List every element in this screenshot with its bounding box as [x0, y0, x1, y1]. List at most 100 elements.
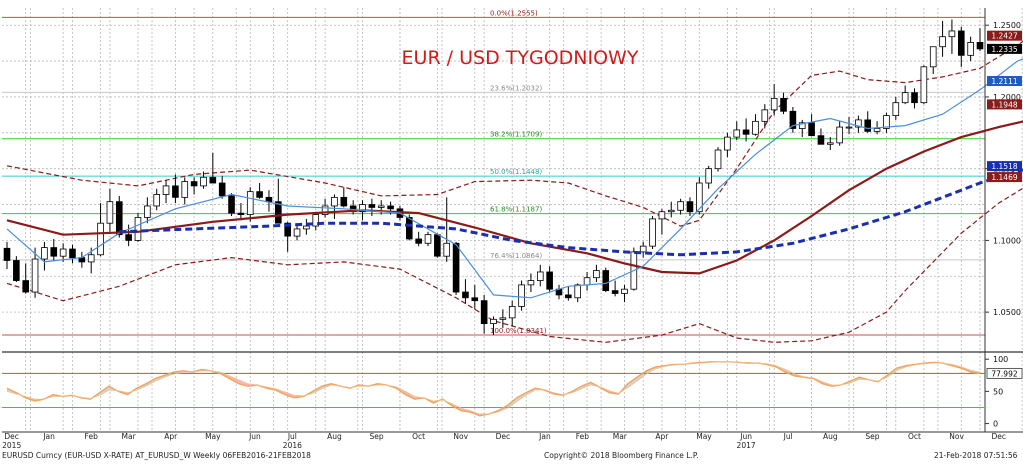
oscillator-panel: 0 50 100 77.992 — [2, 355, 1023, 429]
candle-body — [340, 196, 348, 207]
price-tags: 1.2427 1.2335 1.2111 1.1948 1.1518 1.1469 — [987, 30, 1022, 183]
candle-body — [855, 119, 862, 128]
candle-body — [275, 201, 282, 224]
price-tag-label: 1.1948 — [991, 100, 1017, 109]
osc-y-tick-label: 50 — [993, 387, 1003, 396]
candle-body — [611, 290, 619, 294]
fib-level-label: 100.0%(1.0341) — [490, 327, 547, 335]
candle-body — [639, 245, 647, 253]
candle-body — [864, 119, 872, 132]
month-tick-label: Feb — [85, 432, 99, 441]
candle-body — [808, 122, 815, 137]
candle-body — [22, 280, 30, 293]
candle-body — [144, 205, 151, 218]
y-tick-label: 1.1000 — [993, 236, 1021, 245]
candle-body — [237, 212, 245, 215]
candle-body — [836, 126, 843, 144]
fib-level-label: 0.0%(1.2555) — [490, 9, 538, 17]
month-tick-label: Dec — [991, 432, 1006, 441]
month-tick-label: Jan — [538, 432, 551, 441]
price-tag-label: 1.1469 — [991, 173, 1017, 182]
series-bollinger_upper — [6, 40, 1023, 227]
candle-body — [527, 280, 535, 286]
month-tick-label: Oct — [908, 432, 921, 441]
candle-body — [929, 46, 937, 68]
candle-body — [546, 271, 553, 290]
footer-left: EURUSD Curncy (EUR-USD X-RATE) AT_EURUSD… — [2, 451, 311, 460]
year-tick-label: 2015 — [2, 441, 21, 450]
fib-level-label: 76.4%(1.0864) — [490, 252, 542, 260]
candle-body — [359, 204, 366, 213]
price-tag — [987, 161, 1022, 172]
oscillator-fill-segment — [405, 391, 415, 400]
oscillator-value-label: 77.992 — [991, 369, 1017, 378]
candle-body — [798, 122, 806, 129]
candle-body — [228, 195, 235, 214]
fib-level-label: 23.6%(1.2032) — [490, 84, 542, 92]
month-tick-label: Sep — [369, 432, 383, 441]
month-tick-label: Nov — [453, 432, 468, 441]
oscillator-fill-segment — [646, 366, 656, 375]
candle-body — [312, 214, 320, 227]
candle-body — [948, 30, 956, 38]
moving-averages — [6, 58, 1023, 299]
candle-body — [490, 318, 497, 325]
candle-body — [714, 149, 722, 170]
candle-body — [817, 135, 825, 145]
price-tag-label: 1.2427 — [991, 32, 1017, 41]
candle-body — [181, 181, 189, 198]
candle-body — [752, 120, 759, 135]
candle-body — [246, 191, 254, 215]
candle-body — [621, 288, 628, 294]
candle-body — [967, 42, 974, 56]
candle-body — [827, 142, 834, 145]
candle-body — [658, 211, 666, 220]
month-tick-label: Dec — [4, 432, 19, 441]
chart-title: EUR / USD TYGODNIOWY — [402, 47, 639, 69]
month-tick-label: Mar — [122, 432, 137, 441]
candle-body — [377, 205, 385, 208]
candle-body — [443, 242, 451, 257]
candle-body — [172, 185, 179, 198]
candle-body — [368, 204, 376, 208]
oscillator-fill-segment — [516, 392, 526, 402]
candle-body — [13, 260, 20, 281]
candle-body — [331, 196, 338, 207]
series-oscillator — [6, 361, 981, 417]
month-tick-label: Jun — [739, 432, 752, 441]
candle-body — [41, 247, 48, 260]
month-tick-label: Sep — [865, 432, 879, 441]
oscillator-value-tag — [986, 367, 1023, 379]
candle-body — [686, 201, 694, 213]
candle-body — [574, 284, 582, 299]
candle-body — [976, 42, 984, 50]
month-tick-label: Aug — [823, 432, 838, 441]
candle-body — [499, 317, 507, 320]
candle-body — [480, 300, 488, 325]
fib-level-label: 50.0%(1.1448) — [490, 168, 542, 176]
price-tag — [987, 99, 1022, 110]
candle-body — [387, 205, 394, 210]
candle-body — [957, 30, 965, 56]
candle-body — [920, 66, 928, 104]
month-tick-label: Apr — [164, 432, 178, 441]
candle-body — [87, 254, 95, 263]
candle-body — [31, 258, 39, 293]
series-ma-dashed — [119, 168, 1023, 257]
candle-body — [256, 191, 263, 198]
candle-body — [667, 209, 675, 213]
candle-body — [162, 185, 170, 195]
candle-body — [190, 181, 198, 187]
month-tick-label: Mar — [613, 432, 628, 441]
fib-level-label: 38.2%(1.1709) — [490, 131, 542, 139]
candle-body — [209, 176, 217, 184]
osc-y-tick-label: 0 — [993, 420, 998, 429]
price-tag — [987, 43, 1022, 54]
candle-body — [106, 201, 114, 224]
footer-right: 21-Feb-2018 07:51:56 — [934, 451, 1018, 460]
candle-body — [50, 247, 58, 257]
candle-body — [789, 110, 797, 129]
